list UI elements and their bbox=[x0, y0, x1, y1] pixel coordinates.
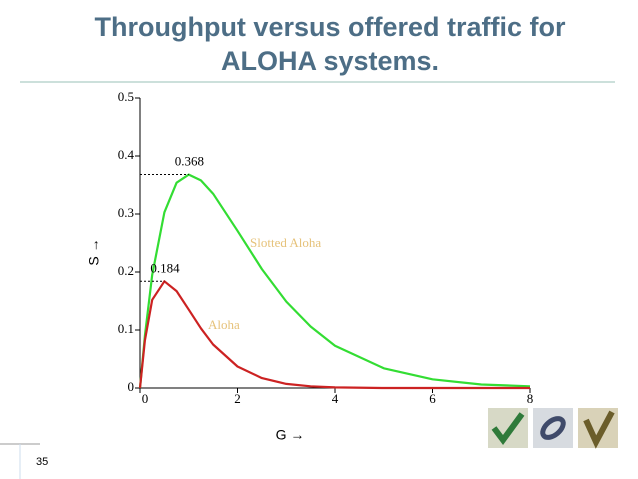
icon bbox=[540, 416, 566, 440]
decor-icons bbox=[488, 408, 618, 449]
x-tick-label: 4 bbox=[332, 391, 339, 406]
annotation: 0.184 bbox=[150, 260, 180, 275]
series-label: Slotted Aloha bbox=[250, 235, 321, 250]
y-tick-label: 0.1 bbox=[118, 321, 134, 336]
y-tick-label: 0.3 bbox=[118, 205, 134, 220]
chart-title: Throughput versus offered traffic for AL… bbox=[94, 12, 566, 76]
series-line bbox=[138, 173, 531, 389]
series-line bbox=[138, 280, 530, 390]
icon bbox=[583, 410, 615, 449]
y-axis-label: S → bbox=[86, 238, 102, 265]
y-tick-label: 0.5 bbox=[118, 89, 134, 104]
x-tick-label: 8 bbox=[527, 391, 534, 406]
annotation: 0.368 bbox=[175, 154, 204, 169]
x-tick-label: 0 bbox=[142, 391, 149, 406]
slide-number: 35 bbox=[36, 456, 48, 468]
series-label: Aloha bbox=[208, 317, 240, 332]
icon bbox=[533, 408, 573, 448]
x-axis-label: G → bbox=[276, 427, 305, 443]
x-tick-label: 6 bbox=[429, 391, 436, 406]
x-tick-label: 2 bbox=[234, 391, 241, 406]
icon bbox=[491, 412, 525, 446]
y-tick-label: 0.2 bbox=[118, 263, 134, 278]
y-tick-label: 0.4 bbox=[118, 147, 135, 162]
y-tick-label: 0 bbox=[128, 379, 135, 394]
